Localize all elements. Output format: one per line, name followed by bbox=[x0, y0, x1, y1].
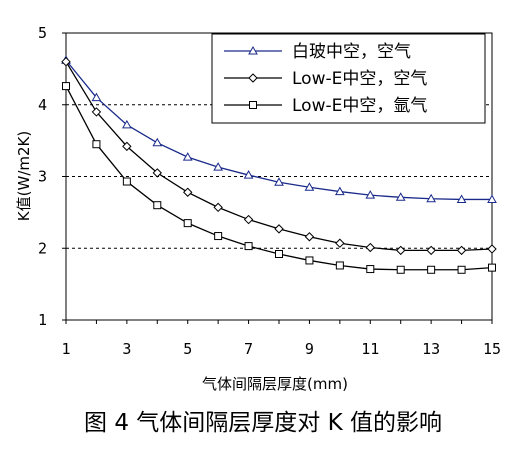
series-1-point bbox=[121, 119, 132, 129]
series-1-point bbox=[334, 186, 345, 196]
series-3-point bbox=[183, 219, 192, 228]
series-1-point bbox=[426, 193, 437, 203]
x-tick-label: 13 bbox=[422, 340, 440, 358]
series-2-point bbox=[213, 202, 223, 213]
series-2-point bbox=[183, 187, 193, 197]
y-tick-label: 2 bbox=[38, 239, 47, 257]
x-tick-label: 7 bbox=[244, 340, 253, 358]
series-3-point bbox=[62, 82, 70, 91]
series-1-point bbox=[274, 177, 284, 186]
series-2-point bbox=[335, 238, 345, 248]
series-3-point bbox=[92, 140, 101, 149]
series-3-point bbox=[244, 242, 253, 251]
x-tick-label: 3 bbox=[122, 340, 131, 358]
x-axis-title: 气体间隔层厚度(mm) bbox=[202, 375, 348, 393]
series-3-point bbox=[427, 265, 436, 274]
legend-marker-triangle-icon bbox=[248, 45, 258, 55]
legend-label: 白玻中空，空气 bbox=[292, 42, 411, 62]
series-1-point bbox=[365, 190, 376, 199]
legend-item: 白玻中空，空气 bbox=[224, 42, 411, 62]
x-tick-label: 1 bbox=[61, 340, 70, 358]
series-2-point bbox=[61, 56, 71, 67]
series-3-point bbox=[305, 256, 314, 265]
legend-marker-diamond-icon bbox=[248, 73, 258, 83]
series-3-point bbox=[153, 201, 162, 210]
series-3-point bbox=[275, 249, 283, 258]
series-2-point bbox=[91, 107, 102, 117]
series-1-point bbox=[182, 152, 193, 161]
series-3-point bbox=[335, 261, 344, 270]
series-layer bbox=[61, 55, 497, 274]
series-3-point bbox=[457, 265, 466, 274]
x-tick-label: 5 bbox=[183, 340, 192, 358]
legend-item: Low-E中空，空气 bbox=[224, 69, 427, 89]
series-1-point bbox=[91, 92, 102, 102]
series-2-point bbox=[396, 245, 406, 256]
series-2-point bbox=[122, 141, 132, 152]
x-tick-labels: 1 3 5 7 9 11 13 15 bbox=[61, 320, 501, 358]
y-tick-label: 4 bbox=[38, 96, 47, 114]
legend-label: Low-E中空，氩气 bbox=[292, 96, 427, 116]
series-1-point bbox=[304, 182, 315, 191]
legend: 白玻中空，空气 Low-E中空，空气 Low-E中空，氩气 bbox=[211, 33, 486, 124]
x-tick-label: 11 bbox=[361, 340, 379, 358]
series-3 bbox=[62, 82, 496, 274]
series-3-point bbox=[396, 265, 405, 274]
series-2-point bbox=[274, 224, 284, 234]
series-2-point bbox=[487, 244, 497, 254]
series-2-point bbox=[243, 214, 254, 225]
series-2-point bbox=[152, 168, 162, 178]
series-1-point bbox=[456, 194, 467, 203]
x-tick-label: 9 bbox=[305, 340, 314, 358]
series-2-point bbox=[456, 245, 467, 256]
x-tick-label: 15 bbox=[483, 340, 501, 358]
series-3-point bbox=[366, 265, 375, 274]
y-axis-title: K值(W/m2K) bbox=[15, 131, 33, 221]
figure-caption: 图 4 气体间隔层厚度对 K 值的影响 bbox=[84, 410, 442, 436]
legend-item: Low-E中空，氩气 bbox=[224, 96, 427, 116]
series-1-point bbox=[213, 162, 224, 171]
series-3-point bbox=[488, 263, 496, 272]
series-3-point bbox=[214, 232, 223, 241]
series-1-point bbox=[152, 137, 163, 147]
y-tick-label: 5 bbox=[38, 24, 47, 42]
legend-label: Low-E中空，空气 bbox=[292, 69, 427, 89]
y-tick-label: 3 bbox=[38, 168, 47, 186]
series-2 bbox=[61, 56, 497, 256]
series-1-point bbox=[395, 192, 406, 201]
series-2-point bbox=[426, 245, 436, 256]
y-tick-labels: 1 2 3 4 5 bbox=[38, 24, 66, 329]
y-tick-label: 1 bbox=[38, 311, 47, 329]
series-3-point bbox=[122, 177, 131, 186]
series-2-point bbox=[304, 232, 315, 242]
series-2-point bbox=[365, 242, 375, 253]
legend-marker-square-icon bbox=[249, 101, 257, 109]
series-1-point bbox=[243, 170, 254, 179]
series-1-point bbox=[487, 194, 497, 203]
